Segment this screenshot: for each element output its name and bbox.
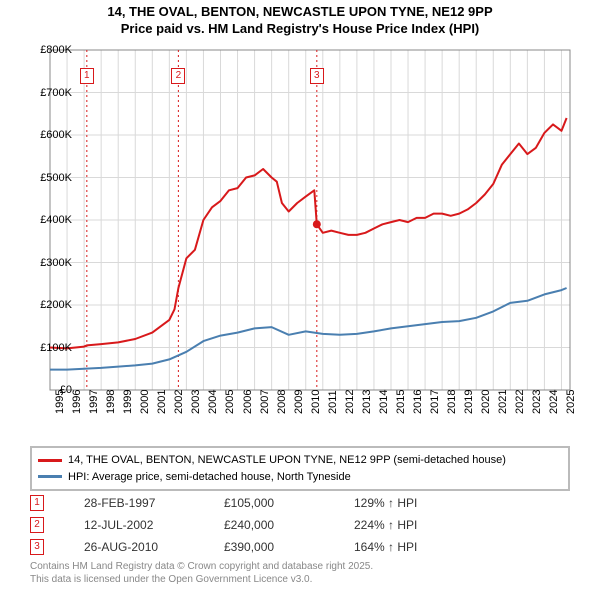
sale-price: £240,000: [224, 518, 354, 532]
x-tick-label: 2016: [412, 390, 424, 414]
footer: Contains HM Land Registry data © Crown c…: [30, 560, 570, 586]
sale-date: 12-JUL-2002: [84, 518, 224, 532]
sale-flag: 3: [30, 539, 44, 555]
x-tick-label: 2017: [429, 390, 441, 414]
x-tick-label: 1995: [54, 390, 66, 414]
x-tick-label: 2025: [565, 390, 577, 414]
x-tick-label: 2003: [190, 390, 202, 414]
x-tick-label: 2006: [242, 390, 254, 414]
sale-flag: 2: [30, 517, 44, 533]
y-tick-label: £100K: [40, 342, 72, 354]
x-tick-label: 2012: [344, 390, 356, 414]
legend: 14, THE OVAL, BENTON, NEWCASTLE UPON TYN…: [30, 446, 570, 491]
sale-date: 28-FEB-1997: [84, 496, 224, 510]
x-tick-label: 2009: [293, 390, 305, 414]
sale-price: £105,000: [224, 496, 354, 510]
x-tick-label: 2011: [327, 390, 339, 414]
sale-hpi: 129% ↑ HPI: [354, 496, 484, 510]
y-tick-label: £800K: [40, 44, 72, 56]
x-tick-label: 2021: [497, 390, 509, 414]
legend-text: 14, THE OVAL, BENTON, NEWCASTLE UPON TYN…: [68, 452, 506, 469]
sales-row: 1 28-FEB-1997 £105,000 129% ↑ HPI: [30, 492, 570, 514]
y-tick-label: £200K: [40, 299, 72, 311]
sale-marker-flag: 3: [310, 68, 324, 84]
y-tick-label: £300K: [40, 257, 72, 269]
x-tick-label: 2004: [207, 390, 219, 414]
chart-title: 14, THE OVAL, BENTON, NEWCASTLE UPON TYN…: [0, 0, 600, 38]
x-tick-label: 2022: [514, 390, 526, 414]
sales-row: 2 12-JUL-2002 £240,000 224% ↑ HPI: [30, 514, 570, 536]
sale-hpi: 224% ↑ HPI: [354, 518, 484, 532]
sales-table: 1 28-FEB-1997 £105,000 129% ↑ HPI 2 12-J…: [30, 492, 570, 558]
x-tick-label: 2015: [395, 390, 407, 414]
sale-date: 26-AUG-2010: [84, 540, 224, 554]
y-tick-label: £700K: [40, 87, 72, 99]
x-tick-label: 2007: [259, 390, 271, 414]
x-tick-label: 2005: [224, 390, 236, 414]
footer-line-1: Contains HM Land Registry data © Crown c…: [30, 560, 570, 573]
x-tick-label: 2001: [156, 390, 168, 414]
x-tick-label: 2019: [463, 390, 475, 414]
x-tick-label: 2024: [548, 390, 560, 414]
sale-marker-flag: 2: [171, 68, 185, 84]
footer-line-2: This data is licensed under the Open Gov…: [30, 573, 570, 586]
legend-item: HPI: Average price, semi-detached house,…: [38, 469, 562, 486]
x-tick-label: 1999: [122, 390, 134, 414]
x-tick-label: 1997: [88, 390, 100, 414]
chart-area: £0£100K£200K£300K£400K£500K£600K£700K£80…: [38, 46, 588, 406]
x-tick-label: 2014: [378, 390, 390, 414]
sale-marker-flag: 1: [80, 68, 94, 84]
legend-text: HPI: Average price, semi-detached house,…: [68, 469, 351, 486]
title-line-1: 14, THE OVAL, BENTON, NEWCASTLE UPON TYN…: [0, 4, 600, 21]
x-tick-label: 2023: [531, 390, 543, 414]
sale-hpi: 164% ↑ HPI: [354, 540, 484, 554]
legend-swatch: [38, 459, 62, 462]
sales-row: 3 26-AUG-2010 £390,000 164% ↑ HPI: [30, 536, 570, 558]
sale-price: £390,000: [224, 540, 354, 554]
x-tick-label: 1998: [105, 390, 117, 414]
legend-item: 14, THE OVAL, BENTON, NEWCASTLE UPON TYN…: [38, 452, 562, 469]
x-tick-label: 2020: [480, 390, 492, 414]
x-tick-label: 1996: [71, 390, 83, 414]
legend-swatch: [38, 475, 62, 478]
sale-flag: 1: [30, 495, 44, 511]
y-tick-label: £400K: [40, 214, 72, 226]
x-tick-label: 2002: [173, 390, 185, 414]
x-tick-label: 2000: [139, 390, 151, 414]
title-line-2: Price paid vs. HM Land Registry's House …: [0, 21, 600, 38]
y-tick-label: £500K: [40, 172, 72, 184]
x-tick-label: 2018: [446, 390, 458, 414]
x-tick-label: 2008: [276, 390, 288, 414]
x-tick-label: 2013: [361, 390, 373, 414]
y-tick-label: £600K: [40, 129, 72, 141]
x-tick-label: 2010: [310, 390, 322, 414]
